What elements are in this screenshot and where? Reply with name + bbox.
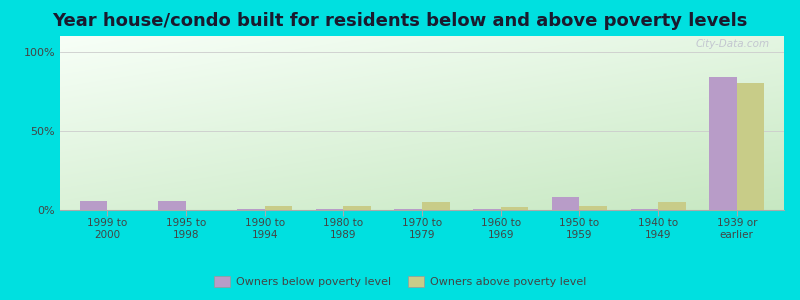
Bar xyxy=(630,209,658,210)
Bar xyxy=(658,202,686,210)
Bar xyxy=(80,201,107,210)
Bar xyxy=(710,77,737,210)
Text: Year house/condo built for residents below and above poverty levels: Year house/condo built for residents bel… xyxy=(52,12,748,30)
Bar xyxy=(316,209,343,210)
Bar xyxy=(579,206,607,210)
Bar xyxy=(237,209,265,210)
Bar xyxy=(473,209,501,210)
Bar xyxy=(552,197,579,210)
Bar xyxy=(158,201,186,210)
Legend: Owners below poverty level, Owners above poverty level: Owners below poverty level, Owners above… xyxy=(210,271,590,291)
Bar xyxy=(394,209,422,210)
Bar xyxy=(422,202,450,210)
Bar xyxy=(501,207,528,210)
Bar xyxy=(265,206,292,210)
Text: City-Data.com: City-Data.com xyxy=(695,40,770,50)
Bar xyxy=(343,206,371,210)
Bar xyxy=(737,83,764,210)
